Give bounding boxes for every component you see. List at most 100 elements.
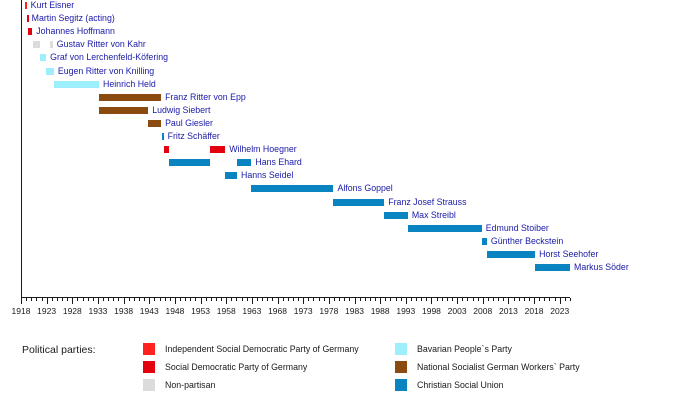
x-tick-minor — [93, 298, 94, 301]
x-tick-label: 2023 — [550, 306, 570, 316]
x-tick-minor — [236, 298, 237, 301]
legend-label-uspd: Independent Social Democratic Party of G… — [165, 344, 359, 354]
x-tick-major — [355, 298, 356, 304]
x-tick-minor — [514, 298, 515, 301]
timeline-row: Wilhelm Hoegner — [0, 144, 700, 155]
x-tick-label: 2013 — [498, 306, 518, 316]
timeline-bar — [481, 237, 487, 245]
x-tick-minor — [298, 298, 299, 301]
x-tick-minor — [375, 298, 376, 301]
legend-swatch-spd — [143, 361, 155, 373]
x-tick-label: 1933 — [88, 306, 108, 316]
x-tick-major — [72, 298, 73, 304]
timeline-bar — [251, 185, 334, 193]
x-tick-minor — [242, 298, 243, 301]
timeline-row-label: Alfons Goppel — [337, 183, 393, 194]
x-tick-minor — [170, 298, 171, 301]
timeline-row-label: Günther Beckstein — [490, 235, 564, 246]
x-tick-minor — [478, 298, 479, 301]
timeline-bar — [98, 106, 149, 114]
x-tick-minor — [421, 298, 422, 301]
x-tick-minor — [77, 298, 78, 301]
x-tick-minor — [247, 298, 248, 301]
x-tick-minor — [129, 298, 130, 301]
x-tick-major — [124, 298, 125, 304]
x-tick-minor — [206, 298, 207, 301]
timeline-row-label: Gustav Ritter von Kahr — [56, 39, 146, 50]
x-tick-minor — [308, 298, 309, 301]
x-tick-minor — [134, 298, 135, 301]
timeline-row-label: Max Streibl — [411, 209, 456, 220]
timeline-row-label: Kurt Eisner — [30, 0, 75, 10]
x-tick-minor — [211, 298, 212, 301]
x-tick-minor — [544, 298, 545, 301]
x-tick-label: 1993 — [396, 306, 416, 316]
timeline-row-label: Graf von Lerchenfeld-Köfering — [50, 52, 168, 63]
x-tick-minor — [365, 298, 366, 301]
x-tick-major — [483, 298, 484, 304]
x-tick-minor — [473, 298, 474, 301]
x-tick-minor — [503, 298, 504, 301]
x-tick-minor — [349, 298, 350, 301]
timeline-row-label: Martin Segitz (acting) — [31, 13, 115, 24]
x-tick-minor — [529, 298, 530, 301]
legend-label-nsdap: National Socialist German Workers` Party — [417, 362, 580, 372]
x-tick-label: 1983 — [345, 306, 364, 316]
legend-swatch-bvp — [395, 343, 407, 355]
timeline-bar — [486, 250, 536, 258]
x-tick-label: 1988 — [370, 306, 390, 316]
x-tick-minor — [396, 298, 397, 301]
x-tick-minor — [339, 298, 340, 301]
timeline-bar — [25, 2, 28, 9]
x-tick-minor — [190, 298, 191, 301]
timeline-row: Kurt Eisner — [0, 0, 700, 11]
x-tick-minor — [293, 298, 294, 301]
x-tick-label: 2018 — [524, 306, 544, 316]
timeline-bar — [225, 172, 237, 180]
x-tick-minor — [67, 298, 68, 301]
timeline-row-label: Eugen Ritter von Knilling — [57, 65, 155, 76]
x-tick-major — [175, 298, 176, 304]
x-tick-minor — [139, 298, 140, 301]
x-tick-major — [431, 298, 432, 304]
timeline-bar — [148, 119, 162, 127]
x-tick-minor — [570, 298, 571, 301]
x-tick-major — [303, 298, 304, 304]
x-tick-minor — [31, 298, 32, 301]
timeline-row: Franz Ritter von Epp — [0, 92, 700, 103]
timeline-row: Paul Giesler — [0, 118, 700, 129]
x-tick-label: 1958 — [216, 306, 236, 316]
timeline-bar — [53, 80, 99, 88]
timeline-bar — [26, 15, 30, 23]
timeline-row-label: Paul Giesler — [165, 117, 213, 128]
x-tick-label: 1928 — [62, 306, 82, 316]
x-tick-minor — [216, 298, 217, 301]
legend-label-spd: Social Democratic Party of Germany — [165, 362, 308, 372]
x-tick-minor — [416, 298, 417, 301]
x-tick-minor — [283, 298, 284, 301]
x-tick-minor — [160, 298, 161, 301]
timeline-row: Horst Seehofer — [0, 249, 700, 260]
timeline-row: Gustav Ritter von Kahr — [0, 39, 700, 50]
timeline-row: Max Streibl — [0, 210, 700, 221]
x-tick-minor — [447, 298, 448, 301]
x-tick-minor — [334, 298, 335, 301]
timeline-row: Johannes Hoffmann — [0, 26, 700, 37]
x-tick-minor — [42, 298, 43, 301]
x-tick-minor — [26, 298, 27, 301]
timeline-bar — [407, 224, 482, 232]
x-tick-minor — [88, 298, 89, 301]
legend-label-nonpartisan: Non-partisan — [165, 380, 216, 390]
legend: Political parties: Independent Social De… — [0, 336, 700, 403]
x-tick-major — [252, 298, 253, 304]
timeline-row: Franz Josef Strauss — [0, 197, 700, 208]
timeline-bar — [384, 211, 408, 219]
x-tick-label: 1973 — [293, 306, 313, 316]
timeline-row-label: Heinrich Held — [102, 78, 156, 89]
x-tick-label: 1978 — [319, 306, 339, 316]
x-tick-minor — [103, 298, 104, 301]
timeline-bar — [237, 159, 252, 167]
x-tick-major — [534, 298, 535, 304]
x-tick-minor — [462, 298, 463, 301]
x-tick-minor — [437, 298, 438, 301]
